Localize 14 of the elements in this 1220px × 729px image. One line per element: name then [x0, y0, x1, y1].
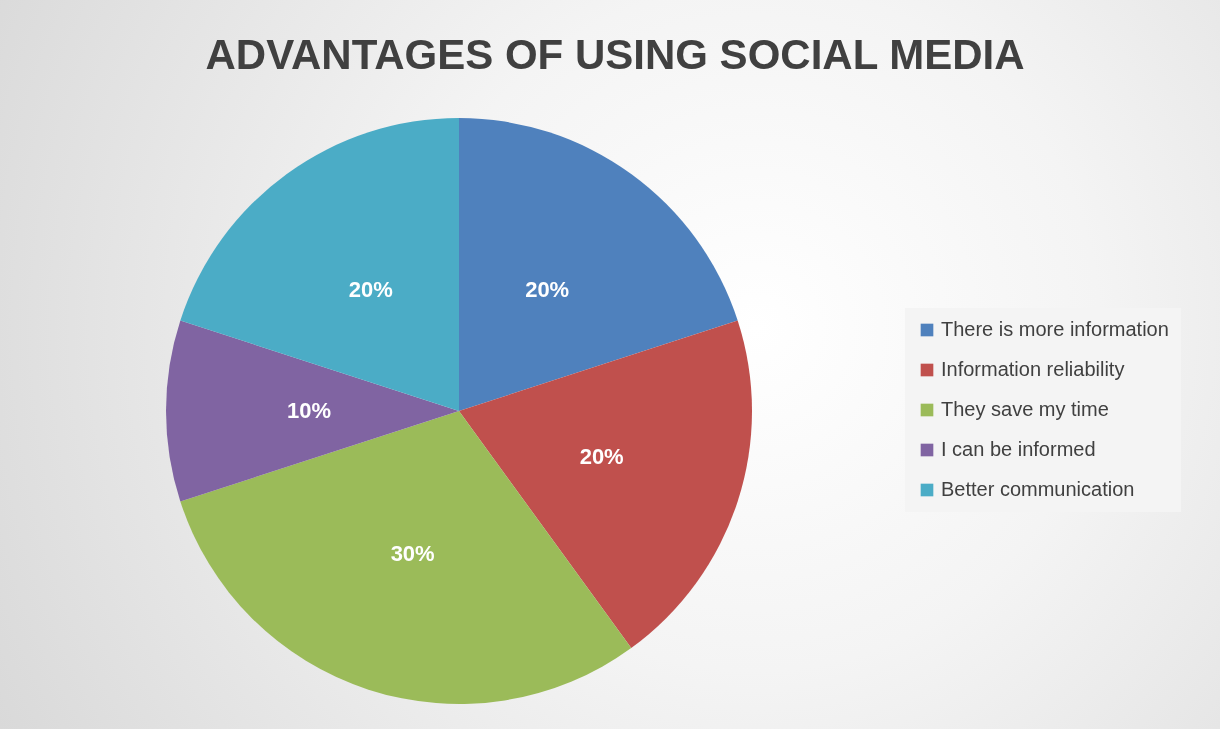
data-label: 20% [579, 444, 624, 470]
chart-title: ADVANTAGES OF USING SOCIAL MEDIA [205, 31, 1025, 78]
data-label: 20% [348, 276, 393, 302]
legend-label: I can be informed [941, 438, 1096, 460]
pie-slice [459, 320, 752, 649]
data-label: 30% [390, 540, 435, 566]
pie-slice [166, 320, 459, 502]
legend-label: Information reliability [941, 358, 1125, 380]
legend-label: Better communication [941, 478, 1135, 500]
legend-label: There is more information [941, 318, 1169, 340]
legend-label: They save my time [941, 398, 1109, 420]
data-label: 10% [286, 398, 332, 423]
pie-slice [459, 118, 738, 411]
data-label: 20% [525, 276, 570, 302]
